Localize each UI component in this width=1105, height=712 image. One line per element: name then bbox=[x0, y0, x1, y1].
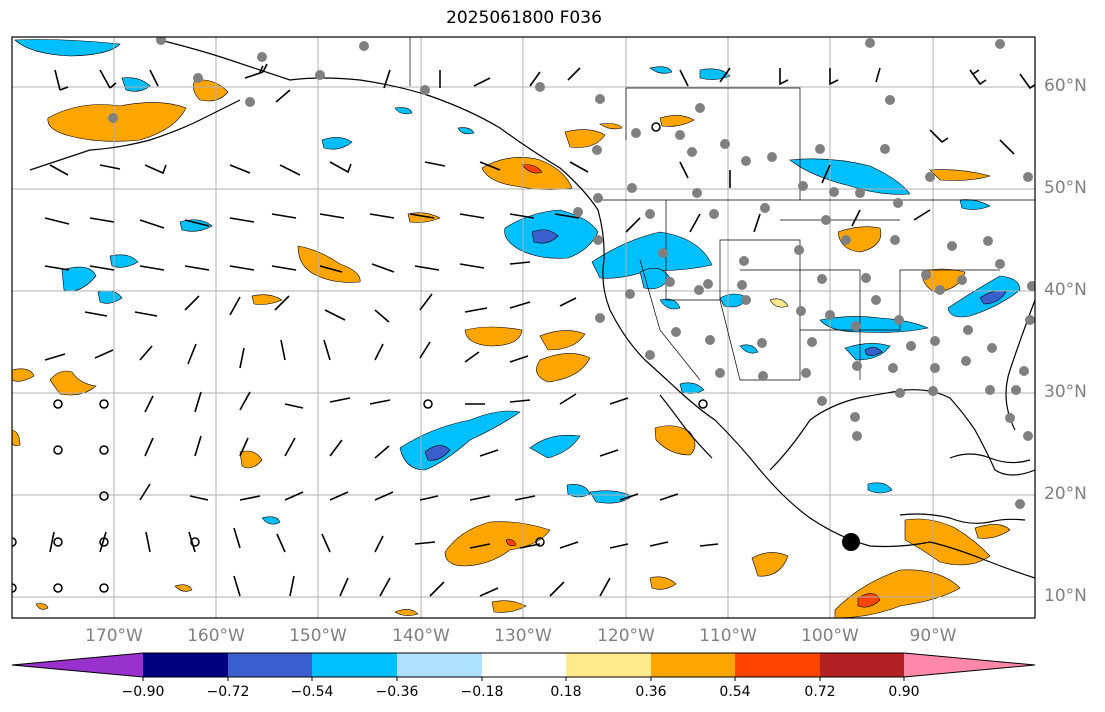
lat-label-50n: 50°N bbox=[1044, 178, 1087, 198]
colorbar-tick-label: 0.54 bbox=[719, 684, 751, 700]
lon-label-90w: 90°W bbox=[909, 626, 957, 646]
lat-label-40n: 40°N bbox=[1044, 280, 1087, 300]
colorbar-bin-9 bbox=[820, 653, 904, 677]
colorbar-bin-2 bbox=[228, 653, 312, 677]
colorbar-bin-6 bbox=[566, 653, 651, 677]
lon-label-100w: 100°W bbox=[801, 626, 859, 646]
colorbar bbox=[11, 652, 1036, 681]
coastlines bbox=[29, 39, 1035, 579]
lon-label-160w: 160°W bbox=[187, 626, 245, 646]
colorbar-tick-label: −0.90 bbox=[121, 684, 165, 700]
lon-label-140w: 140°W bbox=[392, 626, 450, 646]
colorbar-extend-high bbox=[904, 653, 1035, 677]
colorbar-tick-label: 0.72 bbox=[804, 684, 836, 700]
colorbar-bin-8 bbox=[735, 653, 820, 677]
map-panel bbox=[12, 37, 1035, 618]
lat-label-60n: 60°N bbox=[1044, 76, 1087, 96]
colorbar-tick-label: 0.36 bbox=[635, 684, 667, 700]
lat-label-30n: 30°N bbox=[1044, 382, 1087, 402]
colorbar-extend-low bbox=[12, 653, 143, 677]
colorbar-tick-label: −0.72 bbox=[206, 684, 250, 700]
colorbar-bin-5 bbox=[482, 653, 566, 677]
page-title: 2025061800 F036 bbox=[446, 8, 602, 28]
lat-label-10n: 10°N bbox=[1044, 586, 1087, 606]
colorbar-tick-label: 0.18 bbox=[550, 684, 582, 700]
lon-label-110w: 110°W bbox=[699, 626, 757, 646]
calm-wind-circles bbox=[12, 122, 708, 593]
colorbar-bin-7 bbox=[651, 653, 735, 677]
lon-label-150w: 150°W bbox=[289, 626, 347, 646]
lon-label-170w: 170°W bbox=[85, 626, 143, 646]
map-frame bbox=[11, 36, 1036, 619]
state-borders bbox=[409, 37, 1035, 381]
wind-barbs bbox=[44, 63, 1035, 597]
colorbar-tick-label: −0.36 bbox=[375, 684, 419, 700]
colorbar-bin-1 bbox=[143, 653, 228, 677]
colorbar-tick-label: 0.90 bbox=[888, 684, 920, 700]
large-station-marker bbox=[842, 533, 860, 551]
lat-label-20n: 20°N bbox=[1044, 484, 1087, 504]
colorbar-tick-label: −0.18 bbox=[460, 684, 504, 700]
lon-label-120w: 120°W bbox=[597, 626, 655, 646]
colorbar-tick-label: −0.54 bbox=[290, 684, 334, 700]
colorbar-bin-4 bbox=[397, 653, 482, 677]
lon-label-130w: 130°W bbox=[494, 626, 552, 646]
station-markers bbox=[108, 37, 1035, 509]
colorbar-bin-3 bbox=[312, 653, 397, 677]
